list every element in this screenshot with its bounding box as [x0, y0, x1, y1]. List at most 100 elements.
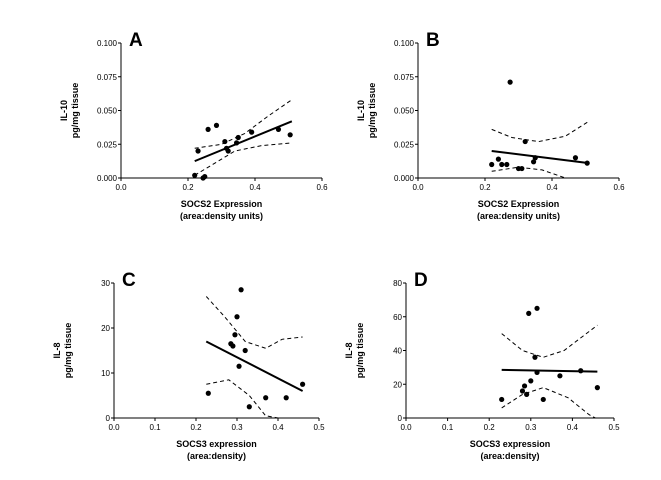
y-tick-label: 0 — [106, 414, 111, 423]
x-tick-label: 0.0 — [115, 183, 127, 192]
confidence-band-upper — [205, 296, 303, 349]
data-point — [205, 390, 211, 396]
data-point — [287, 132, 293, 138]
y-tick-label: 30 — [101, 279, 110, 288]
confidence-band-upper — [194, 99, 293, 149]
data-point — [557, 373, 563, 379]
x-tick-label: 0.0 — [400, 423, 412, 432]
data-point — [519, 165, 525, 172]
confidence-band-lower — [206, 379, 279, 419]
data-point — [532, 354, 538, 360]
data-point — [230, 343, 236, 349]
y-tick-label: 80 — [393, 279, 402, 288]
panel-b: 0.0 0.2 0.4 0.6 0.000 0.025 0.050 0.075 0.100 SOC… — [356, 30, 625, 221]
panel-a: 0.0 0.2 0.4 0.6 0.000 0.025 0.050 0.075 0.100 SOC… — [59, 30, 328, 221]
data-point — [530, 159, 537, 165]
y-tick-label: 10 — [101, 369, 110, 378]
data-point — [205, 126, 211, 132]
data-point — [238, 287, 244, 293]
data-point — [528, 378, 534, 384]
data-point — [275, 126, 282, 132]
x-tick-label: 0.5 — [313, 423, 325, 432]
x-axis-label: (area:density units) — [180, 211, 263, 221]
y-axis-label: IL-8 — [344, 342, 354, 358]
y-tick-label: 0.075 — [394, 73, 415, 82]
data-point — [534, 369, 540, 376]
data-point — [499, 396, 505, 403]
confidence-band-lower — [491, 166, 589, 179]
data-point — [489, 161, 495, 168]
x-tick-label: 0.2 — [484, 423, 496, 432]
data-point — [594, 385, 600, 391]
data-point — [524, 391, 530, 397]
x-tick-label: 0.4 — [249, 183, 261, 192]
data-point — [222, 138, 228, 145]
y-axis-label: pg/mg tissue — [70, 83, 80, 139]
x-tick-label: 0.4 — [546, 183, 558, 192]
y-tick-label: 40 — [393, 347, 402, 356]
y-tick-label: 0.100 — [394, 39, 415, 48]
data-point — [540, 396, 546, 403]
data-point — [235, 134, 241, 141]
data-point — [242, 347, 248, 354]
data-point — [202, 174, 208, 180]
x-axis-label: SOCS2 Expression — [181, 199, 263, 209]
x-tick-label: 0.4 — [567, 423, 579, 432]
panel-letter: B — [426, 30, 440, 51]
x-tick-label: 0.1 — [442, 423, 454, 432]
data-point — [584, 160, 590, 166]
x-tick-label: 0.2 — [479, 183, 491, 192]
data-point — [195, 148, 201, 154]
data-point — [225, 148, 231, 154]
data-point — [246, 404, 252, 410]
y-tick-label: 20 — [393, 380, 402, 389]
panel-c: 0.0 0.1 0.2 0.3 0.4 0.5 0 10 20 30 SOCS3 expressio… — [52, 270, 325, 461]
data-point — [283, 395, 289, 401]
y-tick-label: 0.025 — [394, 140, 415, 149]
panel-letter: D — [414, 270, 428, 291]
confidence-band-lower — [194, 142, 292, 176]
y-axis-label: IL-10 — [356, 100, 366, 121]
x-tick-label: 0.3 — [525, 423, 537, 432]
x-tick-label: 0.0 — [412, 183, 424, 192]
y-tick-label: 0.000 — [97, 174, 118, 183]
x-tick-label: 0.0 — [108, 423, 120, 432]
data-point — [526, 310, 532, 316]
x-tick-label: 0.6 — [316, 183, 328, 192]
data-point — [234, 314, 240, 320]
y-tick-label: 0.050 — [394, 107, 415, 116]
data-point — [521, 383, 528, 389]
x-axis-label: SOCS3 expression — [470, 439, 551, 449]
y-tick-label: 0.025 — [97, 140, 118, 149]
data-point — [263, 395, 269, 401]
y-tick-label: 0.050 — [97, 107, 118, 116]
x-axis-label: SOCS3 expression — [176, 439, 257, 449]
y-tick-label: 20 — [101, 324, 110, 333]
x-axis-label: (area:density) — [187, 451, 246, 461]
x-axis-label: (area:density) — [480, 451, 539, 461]
x-axis-label: (area:density units) — [477, 211, 560, 221]
data-point — [519, 388, 526, 394]
data-point — [495, 156, 501, 162]
confidence-band-upper — [491, 120, 590, 143]
x-tick-label: 0.2 — [182, 183, 194, 192]
data-point — [534, 305, 540, 311]
panel-letter: A — [129, 30, 143, 51]
regression-line — [491, 150, 589, 165]
data-point — [213, 122, 220, 128]
y-axis-label: IL-10 — [59, 100, 69, 121]
data-point — [522, 138, 528, 145]
data-point — [504, 161, 510, 168]
panel-letter: C — [122, 270, 136, 291]
x-tick-label: 0.3 — [231, 423, 243, 432]
data-point — [578, 368, 584, 374]
data-point — [236, 363, 242, 369]
data-point — [192, 172, 198, 178]
data-point — [300, 381, 306, 387]
data-point — [572, 155, 579, 161]
x-tick-label: 0.1 — [149, 423, 161, 432]
data-point — [532, 155, 538, 161]
y-tick-label: 0.075 — [97, 73, 118, 82]
panel-d: 0.0 0.1 0.2 0.3 0.4 0.5 0 20 40 60 80 SOCS3 express… — [344, 270, 620, 461]
